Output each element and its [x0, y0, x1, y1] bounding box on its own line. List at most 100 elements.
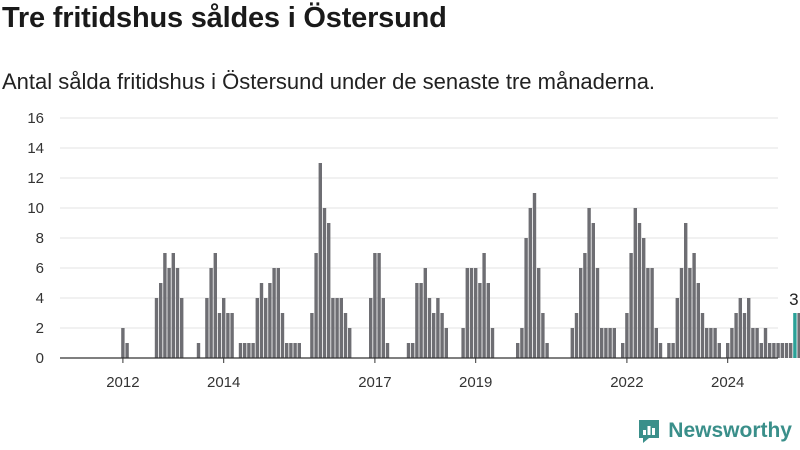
bar	[411, 343, 415, 358]
bar	[772, 343, 776, 358]
bar	[154, 298, 159, 358]
bar	[730, 328, 734, 358]
bar	[272, 268, 276, 358]
bar	[621, 343, 625, 358]
bar	[579, 268, 583, 358]
bar	[171, 253, 175, 358]
bar	[608, 328, 612, 358]
bar	[747, 298, 751, 358]
bar	[625, 313, 629, 358]
bar	[583, 253, 587, 358]
bar	[423, 268, 427, 358]
bar	[587, 208, 591, 358]
bar	[545, 343, 549, 358]
bar	[474, 268, 478, 358]
bar	[667, 343, 671, 358]
x-tick-label: 2019	[459, 374, 492, 391]
bar	[650, 268, 654, 358]
bar	[125, 343, 129, 358]
bar	[259, 283, 264, 358]
bar	[209, 268, 213, 358]
bar	[163, 253, 167, 358]
bar	[520, 328, 524, 358]
bar	[516, 343, 520, 358]
bar	[679, 268, 684, 358]
bar	[789, 343, 793, 358]
bar	[717, 343, 721, 358]
bar	[377, 253, 381, 358]
bar	[684, 223, 688, 358]
bar	[230, 313, 234, 358]
bar	[276, 268, 280, 358]
y-tick-label: 16	[27, 110, 44, 127]
bar	[595, 268, 600, 358]
bar	[461, 328, 465, 358]
y-tick-label: 0	[36, 350, 44, 367]
bar	[444, 328, 448, 358]
y-tick-label: 6	[36, 260, 44, 277]
bar	[310, 313, 314, 358]
bar	[318, 163, 322, 358]
bar	[646, 268, 650, 358]
bar	[478, 283, 482, 358]
bar	[490, 328, 495, 358]
bar	[222, 298, 226, 358]
bar	[213, 253, 217, 358]
bar	[528, 208, 532, 358]
bar	[335, 298, 339, 358]
bar	[532, 193, 537, 358]
bar	[343, 313, 348, 358]
bar	[289, 343, 293, 358]
bar	[537, 268, 541, 358]
bar	[205, 298, 209, 358]
bar	[759, 343, 763, 358]
bar	[713, 328, 717, 358]
bar	[180, 298, 184, 358]
bar	[373, 253, 377, 358]
bar	[280, 313, 285, 358]
bar	[637, 223, 642, 358]
bar	[243, 343, 247, 358]
x-tick-label: 2022	[610, 374, 643, 391]
bar	[797, 313, 800, 358]
bar	[293, 343, 297, 358]
bar	[436, 298, 440, 358]
x-axis: 2012 2014 2017 2019 2022 2024	[60, 357, 778, 391]
highlight-bar	[793, 313, 797, 358]
x-tick-label: 2017	[358, 374, 391, 391]
bar	[486, 283, 490, 358]
bar	[268, 283, 272, 358]
bar	[755, 328, 759, 358]
bar	[369, 298, 373, 358]
bar	[768, 343, 772, 358]
bar	[247, 343, 251, 358]
chart-title: Tre fritidshus såldes i Östersund	[2, 2, 447, 34]
bar	[688, 268, 692, 358]
bar	[432, 313, 436, 358]
bar	[671, 343, 675, 358]
bar	[642, 238, 646, 358]
bar	[675, 298, 679, 358]
highlight-value-label: 3	[789, 290, 798, 309]
bar	[255, 298, 259, 358]
bar	[327, 223, 331, 358]
bar	[196, 343, 201, 358]
bar	[339, 298, 343, 358]
bar	[217, 313, 222, 358]
bar	[742, 313, 747, 358]
y-tick-label: 8	[36, 230, 44, 247]
bar	[784, 343, 789, 358]
bar	[709, 328, 713, 358]
bar	[322, 208, 327, 358]
bar	[415, 283, 419, 358]
bar	[738, 298, 742, 358]
y-tick-label: 4	[36, 290, 44, 307]
bar	[238, 343, 243, 358]
newsworthy-logo-icon	[639, 420, 660, 443]
bar	[692, 253, 696, 358]
bar	[570, 328, 574, 358]
bar	[159, 283, 163, 358]
bar	[696, 283, 700, 358]
bar	[654, 328, 658, 358]
